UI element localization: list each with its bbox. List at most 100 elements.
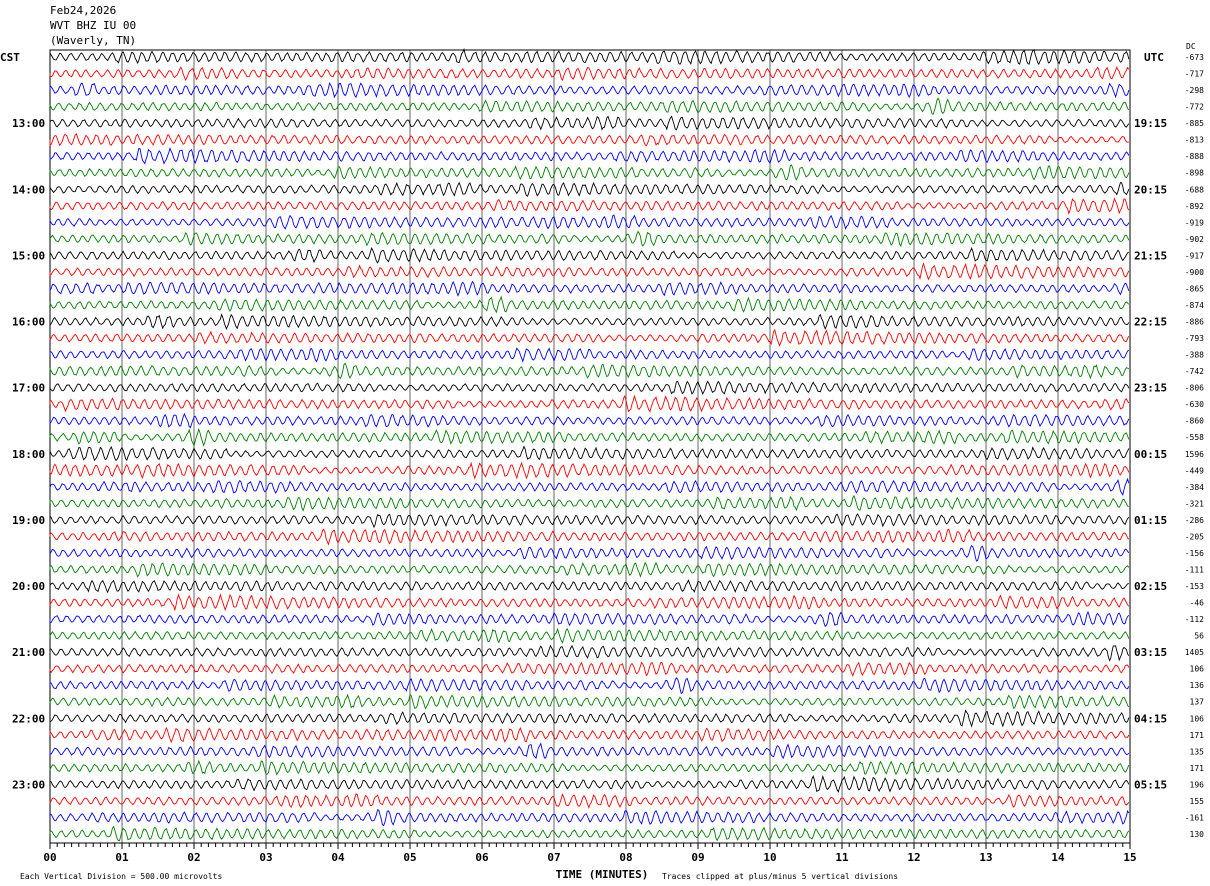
seismic-trace xyxy=(49,593,1130,612)
location-label: (Waverly, TN) xyxy=(50,34,137,47)
dc-offset-label: 106 xyxy=(1190,714,1205,723)
dc-offset-label: -793 xyxy=(1185,334,1204,343)
cst-time-label: 20:00 xyxy=(12,580,45,593)
dc-offset-label: -885 xyxy=(1185,119,1204,128)
x-tick-label: 07 xyxy=(547,851,560,864)
seismic-trace xyxy=(49,380,1130,396)
dc-offset-label: 56 xyxy=(1194,632,1204,641)
x-tick-label: 00 xyxy=(43,851,56,864)
seismic-trace xyxy=(49,246,1130,264)
dc-offset-label: -688 xyxy=(1185,185,1204,194)
cst-time-label: 13:00 xyxy=(12,117,45,130)
x-tick-label: 10 xyxy=(763,851,776,864)
seismic-trace xyxy=(49,677,1130,694)
seismic-trace xyxy=(49,627,1130,644)
seismic-trace xyxy=(49,825,1130,842)
x-axis-label: TIME (MINUTES) xyxy=(556,868,649,881)
dc-offset-label: -388 xyxy=(1185,351,1204,360)
dc-offset-label: -742 xyxy=(1185,367,1204,376)
dc-offset-label: -46 xyxy=(1190,599,1205,608)
seismic-trace xyxy=(49,230,1130,248)
dc-offset-label: -630 xyxy=(1185,400,1204,409)
seismic-trace xyxy=(49,97,1130,115)
seismic-trace xyxy=(49,280,1130,297)
dc-offset-label: -806 xyxy=(1185,384,1204,393)
seismic-trace xyxy=(49,313,1130,331)
cst-axis-title: CST xyxy=(0,51,20,64)
x-tick-label: 09 xyxy=(691,851,704,864)
utc-time-label: 20:15 xyxy=(1134,183,1167,196)
utc-time-label: 19:15 xyxy=(1134,117,1167,130)
seismic-trace xyxy=(49,214,1130,230)
dc-offset-label: -298 xyxy=(1185,86,1204,95)
seismic-trace xyxy=(49,197,1130,215)
dc-offset-label: -286 xyxy=(1185,516,1204,525)
cst-time-label: 22:00 xyxy=(12,712,45,725)
x-tick-label: 04 xyxy=(331,851,345,864)
dc-offset-label: 1596 xyxy=(1185,450,1204,459)
seismic-trace xyxy=(49,66,1130,82)
dc-offset-label: -886 xyxy=(1185,318,1204,327)
cst-time-label: 18:00 xyxy=(12,448,45,461)
seismic-trace xyxy=(49,809,1130,827)
utc-time-label: 05:15 xyxy=(1134,778,1167,791)
cst-time-label: 19:00 xyxy=(12,514,45,527)
cst-time-label: 14:00 xyxy=(12,183,45,196)
seismic-trace xyxy=(49,693,1130,710)
dc-offset-label: -813 xyxy=(1185,136,1204,145)
utc-time-label: 21:15 xyxy=(1134,249,1167,262)
cst-time-label: 21:00 xyxy=(12,646,45,659)
dc-offset-label: -111 xyxy=(1185,565,1204,574)
dc-offset-label: 135 xyxy=(1190,747,1205,756)
dc-offset-label: -153 xyxy=(1185,582,1204,591)
dc-offset-label: -898 xyxy=(1185,169,1204,178)
seismic-trace xyxy=(49,164,1130,181)
dc-offset-label: -865 xyxy=(1185,284,1204,293)
seismic-trace xyxy=(49,147,1130,165)
dc-offset-label: 130 xyxy=(1190,830,1205,839)
seismic-trace xyxy=(49,774,1130,793)
dc-offset-label: -892 xyxy=(1185,202,1204,211)
dc-offset-label: -156 xyxy=(1185,549,1204,558)
seismic-trace xyxy=(49,610,1130,628)
station-label: WVT BHZ IU 00 xyxy=(50,19,137,32)
dc-offset-label: -161 xyxy=(1185,813,1204,822)
cst-time-label: 16:00 xyxy=(12,316,45,329)
dc-offset-label: -558 xyxy=(1185,433,1204,442)
clip-note: Traces clipped at plus/minus 5 vertical … xyxy=(662,872,898,881)
seismic-trace xyxy=(49,461,1130,480)
scale-note: Each Vertical Division = 500.00 microvol… xyxy=(20,872,222,881)
seismic-trace xyxy=(49,759,1130,776)
dc-offset-label: -888 xyxy=(1185,152,1204,161)
seismic-trace xyxy=(49,579,1129,594)
seismic-trace xyxy=(49,709,1130,728)
seismic-trace xyxy=(49,181,1130,197)
dc-offset-label: -919 xyxy=(1185,218,1204,227)
x-tick-label: 12 xyxy=(907,851,920,864)
x-tick-label: 03 xyxy=(259,851,272,864)
x-tick-label: 05 xyxy=(403,851,416,864)
dc-offset-label: -717 xyxy=(1185,70,1204,79)
seismic-trace xyxy=(49,793,1130,809)
seismic-trace xyxy=(49,445,1130,462)
seismic-trace xyxy=(49,328,1130,347)
dc-offset-label: -205 xyxy=(1185,532,1204,541)
cst-time-label: 15:00 xyxy=(12,249,45,262)
utc-time-label: 00:15 xyxy=(1134,448,1167,461)
seismic-trace xyxy=(49,133,1129,147)
dc-offset-label: 196 xyxy=(1190,780,1205,789)
seismic-trace xyxy=(49,347,1130,363)
dc-offset-label: -449 xyxy=(1185,466,1204,475)
seismic-trace xyxy=(49,726,1130,744)
utc-time-label: 23:15 xyxy=(1134,382,1167,395)
dc-offset-label: 136 xyxy=(1190,681,1205,690)
utc-time-label: 03:15 xyxy=(1134,646,1167,659)
utc-time-label: 02:15 xyxy=(1134,580,1167,593)
x-tick-label: 02 xyxy=(187,851,200,864)
dc-offset-label: -112 xyxy=(1185,615,1204,624)
seismic-trace xyxy=(49,115,1130,131)
utc-time-label: 04:15 xyxy=(1134,712,1167,725)
dc-offset-label: 106 xyxy=(1190,665,1205,674)
cst-time-label: 17:00 xyxy=(12,382,45,395)
x-tick-label: 01 xyxy=(115,851,129,864)
